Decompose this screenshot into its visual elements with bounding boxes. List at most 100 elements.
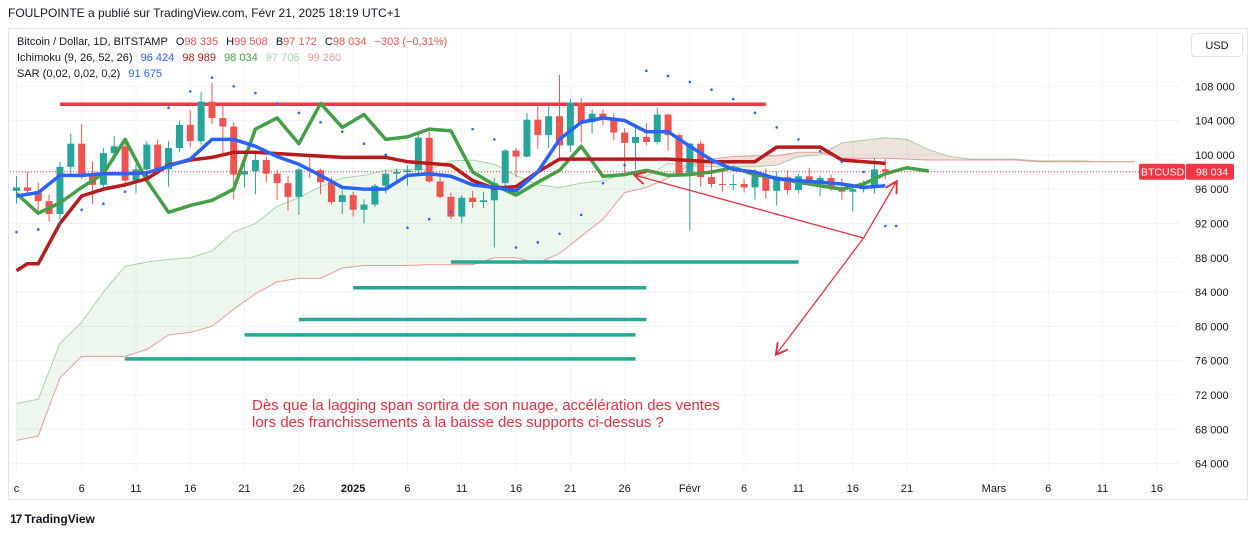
sar-dot-18 (406, 226, 409, 230)
candle-body-77 (849, 189, 857, 192)
legend-high: H99 508 (226, 36, 268, 48)
sar-dot-3 (80, 208, 83, 212)
sar-dot-2 (58, 222, 62, 225)
legend-open: O98 335 (175, 36, 219, 48)
sar-dot-29 (645, 69, 648, 73)
sar-dot-40 (884, 224, 887, 228)
x-tick-18: 6 (1045, 483, 1051, 495)
y-tick-5: 88 000 (1195, 253, 1229, 265)
y-tick-10: 68 000 (1195, 424, 1229, 436)
sar-dot-0 (15, 230, 18, 234)
legend-change: −303 (−0,31%) (374, 36, 448, 48)
sar-dot-9 (210, 76, 214, 79)
candle-body-18 (208, 101, 216, 118)
ichimoku-cloud (16, 137, 1136, 441)
x-tick-1: 6 (79, 483, 85, 495)
candle-body-34 (382, 173, 390, 186)
sar-dot-11 (254, 91, 257, 95)
x-tick-17: Mars (982, 483, 1007, 495)
x-tick-12: Févr (679, 483, 701, 495)
sar-dot-32 (710, 88, 713, 91)
sar-dot-23 (514, 246, 518, 249)
candle-body-14 (165, 147, 173, 170)
sar-dot-24 (536, 241, 540, 244)
cloud-span-b (16, 151, 1136, 441)
annotation-line-1: Dès que la lagging span sortira de son n… (252, 397, 720, 414)
candle-body-70 (773, 177, 781, 191)
candle-body-16 (186, 124, 194, 142)
ichimoku-span-b: 99 260 (307, 52, 342, 64)
y-tick-4: 92 000 (1195, 218, 1229, 230)
candle-body-71 (784, 177, 792, 191)
candle-body-65 (718, 184, 726, 186)
price-axis: 108 000 104 000 100 000 96 000 92 000 88 000 8… (10, 81, 1235, 471)
candle-body-50 (556, 116, 563, 146)
x-tick-2: 11 (130, 483, 141, 495)
candle-body-26 (295, 169, 303, 197)
sar-dot-1 (36, 228, 40, 231)
ichimoku-tenkan: 96 424 (140, 52, 175, 64)
tenkan-line (16, 116, 886, 198)
candle-body-15 (175, 124, 183, 148)
sar-dot-37 (818, 150, 822, 153)
x-tick-9: 16 (510, 483, 522, 495)
candle-body-17 (197, 101, 205, 142)
tradingview-logo-icon: 17 (10, 512, 22, 526)
x-tick-13: 6 (741, 483, 747, 495)
candle-body-48 (534, 119, 542, 136)
drawn-levels (59, 102, 799, 361)
y-tick-3: 96 000 (1195, 184, 1229, 196)
currency-button[interactable]: USD (1191, 33, 1243, 57)
symbol-name: Bitcoin / Dollar, 1D, BITSTAMP (17, 36, 168, 48)
ichimoku-kijun: 98 989 (182, 52, 216, 64)
arrow-3 (863, 182, 897, 239)
candle-body-59 (653, 114, 661, 142)
y-tick-6: 84 000 (1195, 287, 1229, 299)
x-tick-11: 26 (619, 483, 631, 495)
legend-sar: SAR (0,02, 0,02, 0,2) 91 675 (17, 67, 167, 81)
annotation-text: Dès que la lagging span sortira de son n… (252, 397, 720, 431)
sar-dot-22 (493, 138, 496, 141)
candle-body-2 (34, 190, 42, 202)
candle-body-38 (425, 137, 433, 182)
candle-body-49 (545, 116, 553, 136)
candle-body-43 (479, 200, 487, 203)
legend-ichimoku: Ichimoku (9, 26, 52, 26) 96 424 98 989 9… (17, 51, 346, 65)
candle-body-0 (13, 187, 20, 191)
candle-body-19 (219, 117, 227, 127)
y-tick-7: 80 000 (1195, 321, 1229, 333)
x-tick-0: c (14, 483, 20, 495)
x-tick-20: 16 (1151, 483, 1163, 495)
annotation-line-2: lors des franchissements à la baisse des… (252, 414, 664, 431)
candle-body-4 (56, 166, 64, 215)
cloud-span-a (16, 137, 1136, 405)
sar-dots (15, 69, 898, 249)
sar-dot-6 (145, 174, 149, 177)
candle-body-47 (523, 119, 531, 157)
candle-body-5 (67, 143, 75, 167)
y-tick-11: 64 000 (1195, 459, 1229, 471)
x-tick-7: 6 (404, 483, 410, 495)
sar-dot-13 (297, 111, 301, 115)
sar-dot-16 (362, 142, 366, 146)
sar-name: SAR (0,02, 0,02, 0,2) (17, 68, 121, 80)
arrow-2 (777, 237, 865, 354)
publisher-line: FOULPOINTE a publié sur TradingView.com,… (8, 6, 401, 20)
legend-symbol: Bitcoin / Dollar, 1D, BITSTAMP O98 335 H… (17, 35, 452, 49)
y-tick-8: 76 000 (1195, 356, 1229, 368)
candle-body-41 (458, 197, 466, 217)
candle-body-40 (447, 196, 455, 217)
candle-body-52 (577, 102, 585, 123)
price-tag-bg (1186, 163, 1234, 180)
price-tag: 98 034 (1196, 167, 1228, 179)
candle-body-21 (241, 171, 249, 175)
tradingview-branding[interactable]: 17 TradingView (10, 512, 95, 526)
candle-body-29 (327, 182, 335, 203)
candle-body-57 (632, 136, 640, 143)
sar-dot-12 (275, 102, 279, 105)
candle-body-61 (675, 135, 683, 175)
candle-body-1 (23, 187, 31, 191)
cloud-fill-bearish (689, 137, 1136, 167)
candle-body-45 (501, 150, 509, 184)
